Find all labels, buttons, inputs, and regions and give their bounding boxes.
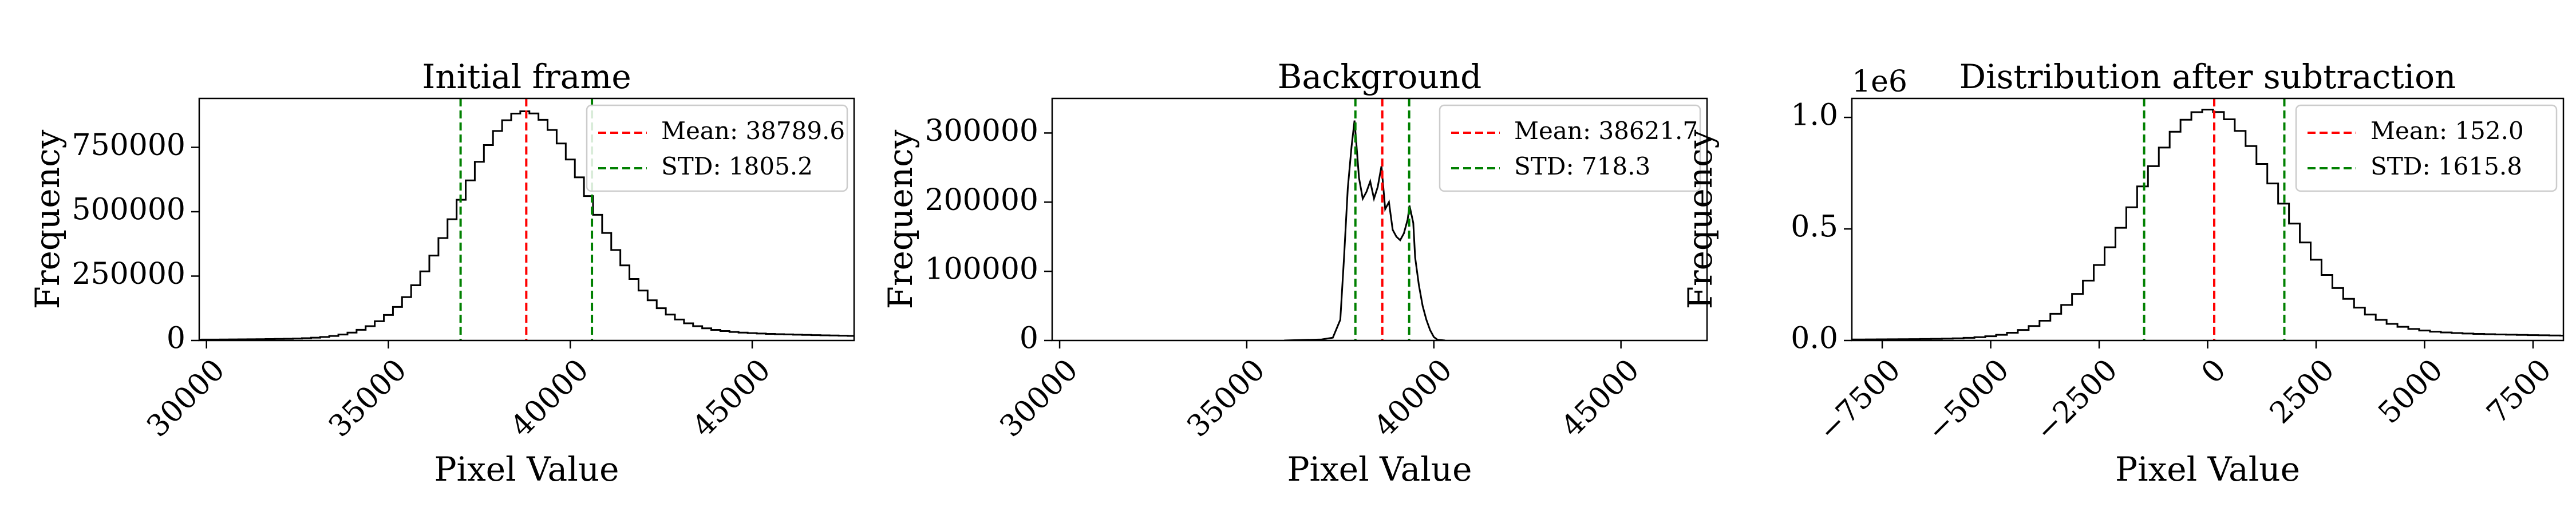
histogram-line [199, 110, 854, 340]
histogram-line [1852, 108, 2563, 340]
legend-mean-label: Mean: 152.0 [2370, 117, 2524, 145]
legend-std-label: STD: 1615.8 [2370, 152, 2522, 180]
legend-std-label: STD: 1805.2 [661, 152, 813, 180]
legend-box [2295, 104, 2558, 192]
histogram-line [1284, 120, 1445, 340]
legend-std-label: STD: 718.3 [1514, 152, 1650, 180]
chart-title: Distribution after subtraction [1959, 57, 2456, 96]
y-tick-label: 300000 [924, 114, 1038, 148]
y-axis-label: Frequency [28, 129, 67, 309]
x-tick-label: 45000 [1555, 352, 1646, 443]
legend: Mean: 38789.6 STD: 1805.2 [586, 104, 848, 192]
x-tick-label: −2500 [2029, 352, 2124, 448]
legend-box [586, 104, 848, 192]
plot-frame [198, 97, 855, 342]
y-tick-label: 200000 [924, 183, 1038, 217]
y-tick-label: 0 [1020, 322, 1038, 356]
chart-title: Initial frame [422, 57, 631, 96]
chart-panel-1: 30000 35000 40000 45000 0 250000 500000 750000 I… [28, 57, 855, 489]
legend: Mean: 38621.7 STD: 718.3 [1439, 104, 1701, 192]
y-offset-label: 1e6 [1852, 65, 1907, 99]
x-tick-label: 35000 [322, 352, 413, 443]
y-tick-label: 750000 [72, 128, 185, 163]
legend: Mean: 152.0 STD: 1615.8 [2295, 104, 2558, 192]
x-tick-label: 45000 [686, 352, 777, 443]
y-tick-label: 500000 [72, 193, 185, 227]
plot-frame [1051, 97, 1708, 342]
chart-panel-2: 30000 35000 40000 45000 0 100000 200000 300000 B… [881, 57, 1708, 489]
x-tick-label: 30000 [140, 352, 231, 443]
x-tick-label: 30000 [993, 352, 1084, 443]
x-tick-label: 5000 [2372, 352, 2449, 430]
x-tick-label: −5000 [1921, 352, 2016, 448]
chart-panel-3: −7500 −5000 −2500 0 2500 5000 7500 0.0 0.5 1.0 1e6… [1681, 57, 2565, 489]
chart-title: Background [1278, 57, 1481, 96]
y-axis-label: Frequency [881, 129, 920, 309]
legend-mean-label: Mean: 38789.6 [661, 117, 845, 145]
x-axis-label: Pixel Value [434, 450, 619, 489]
legend-box [1439, 104, 1701, 192]
y-tick-label: 100000 [924, 252, 1038, 287]
y-tick-label: 0 [167, 322, 185, 356]
y-tick-label: 0.0 [1791, 322, 1838, 356]
y-tick-label: 0.5 [1791, 210, 1838, 244]
legend-mean-label: Mean: 38621.7 [1514, 117, 1698, 145]
y-tick-label: 1.0 [1791, 98, 1838, 133]
x-axis-label: Pixel Value [1287, 450, 1472, 489]
x-tick-label: −7500 [1812, 352, 1907, 448]
x-axis-label: Pixel Value [2115, 450, 2300, 489]
x-tick-label: 35000 [1180, 352, 1271, 443]
y-axis-label: Frequency [1681, 129, 1720, 309]
y-tick-label: 250000 [72, 257, 185, 291]
x-tick-label: 40000 [1368, 352, 1459, 443]
x-tick-label: 40000 [504, 352, 595, 443]
x-tick-label: 0 [2195, 352, 2233, 390]
x-tick-label: 7500 [2480, 352, 2558, 430]
x-tick-label: 2500 [2263, 352, 2341, 430]
